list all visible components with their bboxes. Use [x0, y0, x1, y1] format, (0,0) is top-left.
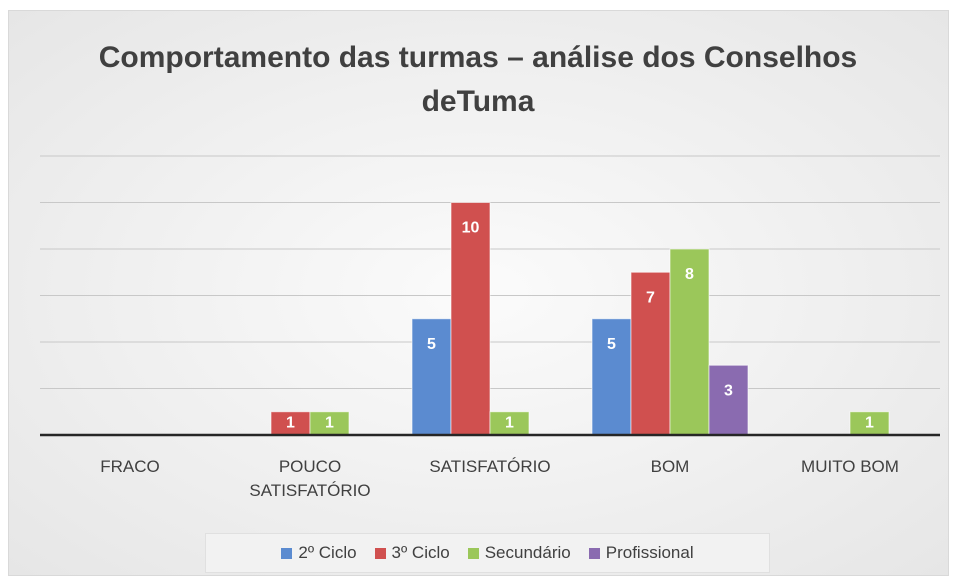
bar — [411, 318, 452, 436]
data-label: 3 — [724, 382, 733, 399]
legend-label: 3º Ciclo — [391, 543, 450, 562]
data-label: 5 — [607, 336, 616, 353]
bar — [708, 364, 749, 436]
data-label: 5 — [427, 336, 436, 353]
data-label: 1 — [865, 415, 874, 432]
legend-swatch — [281, 547, 293, 559]
data-label: 7 — [646, 289, 655, 306]
x-tick-label: POUCO SATISFATÓRIO — [249, 457, 371, 500]
bar — [450, 202, 491, 436]
x-tick-label: FRACO — [100, 457, 160, 476]
x-tick-label: MUITO BOM — [801, 457, 899, 476]
legend-item: 3º Ciclo — [374, 543, 450, 563]
data-label: 1 — [286, 415, 295, 432]
legend-label: 2º Ciclo — [298, 543, 357, 562]
data-label: 1 — [505, 415, 514, 432]
legend-swatch — [588, 547, 600, 559]
chart-title: Comportamento das turmas – análise dos C… — [98, 41, 858, 118]
x-tick-label: SATISFATÓRIO — [429, 457, 551, 476]
bar — [630, 271, 671, 436]
x-tick-label: BOM — [650, 457, 690, 476]
data-label: 10 — [462, 220, 480, 237]
legend-item: Profissional — [588, 543, 694, 563]
bar — [669, 248, 710, 436]
legend-swatch — [467, 547, 479, 559]
legend-item: Secundário — [467, 543, 571, 563]
legend-swatch — [374, 547, 386, 559]
legend-item: 2º Ciclo — [281, 543, 357, 563]
data-label: 1 — [325, 415, 334, 432]
legend-label: Profissional — [605, 543, 694, 562]
legend: 2º Ciclo 3º Ciclo Secundário Profissional — [205, 533, 770, 573]
bar — [591, 318, 632, 436]
data-label: 8 — [685, 266, 694, 283]
legend-label: Secundário — [484, 543, 571, 562]
